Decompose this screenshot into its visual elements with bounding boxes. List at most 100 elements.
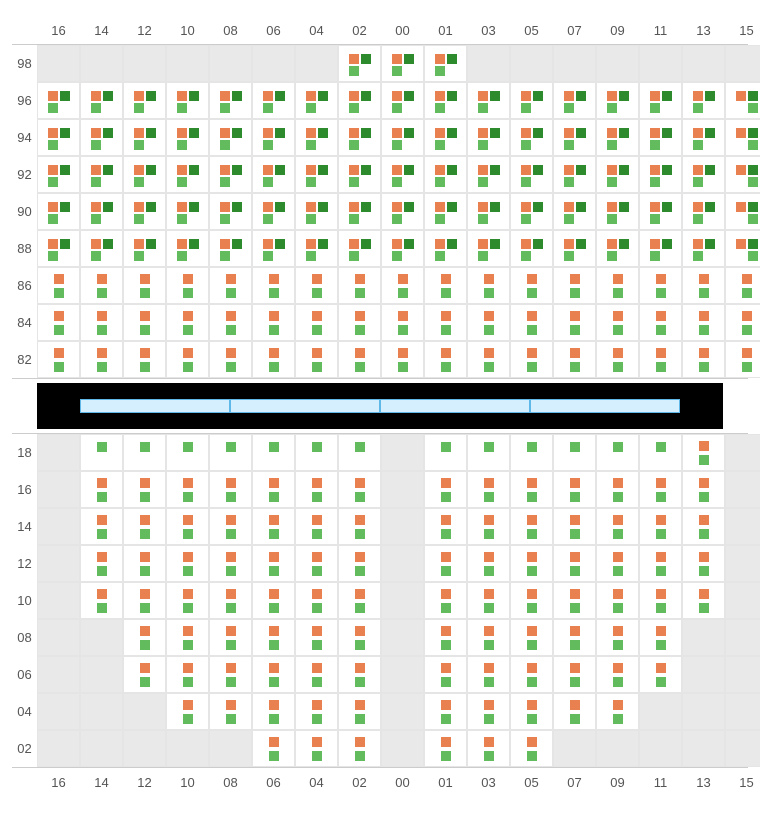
- seat-cell[interactable]: [252, 156, 295, 193]
- seat-cell[interactable]: [510, 304, 553, 341]
- seat-cell[interactable]: [252, 693, 295, 730]
- seat-cell[interactable]: [596, 545, 639, 582]
- seat-cell[interactable]: [682, 341, 725, 378]
- seat-cell[interactable]: [553, 434, 596, 471]
- seat-cell[interactable]: [80, 434, 123, 471]
- seat-cell[interactable]: [252, 230, 295, 267]
- seat-cell[interactable]: [166, 545, 209, 582]
- seat-cell[interactable]: [338, 582, 381, 619]
- seat-cell[interactable]: [252, 471, 295, 508]
- seat-cell[interactable]: [123, 82, 166, 119]
- seat-cell[interactable]: [80, 156, 123, 193]
- seat-cell[interactable]: [510, 582, 553, 619]
- seat-cell[interactable]: [166, 656, 209, 693]
- seat-cell[interactable]: [682, 267, 725, 304]
- seat-cell[interactable]: [295, 119, 338, 156]
- seat-cell[interactable]: [381, 230, 424, 267]
- seat-cell[interactable]: [166, 82, 209, 119]
- seat-cell[interactable]: [80, 582, 123, 619]
- seat-cell[interactable]: [338, 471, 381, 508]
- seat-cell[interactable]: [639, 193, 682, 230]
- seat-cell[interactable]: [596, 341, 639, 378]
- seat-cell[interactable]: [252, 508, 295, 545]
- seat-cell[interactable]: [467, 619, 510, 656]
- seat-cell[interactable]: [166, 471, 209, 508]
- seat-cell[interactable]: [596, 434, 639, 471]
- seat-cell[interactable]: [639, 656, 682, 693]
- seat-cell[interactable]: [553, 545, 596, 582]
- seat-cell[interactable]: [295, 508, 338, 545]
- seat-cell[interactable]: [467, 693, 510, 730]
- seat-cell[interactable]: [725, 230, 760, 267]
- seat-cell[interactable]: [467, 82, 510, 119]
- seat-cell[interactable]: [510, 82, 553, 119]
- seat-cell[interactable]: [381, 304, 424, 341]
- seat-cell[interactable]: [209, 156, 252, 193]
- seat-cell[interactable]: [252, 434, 295, 471]
- seat-cell[interactable]: [381, 82, 424, 119]
- seat-cell[interactable]: [252, 582, 295, 619]
- seat-cell[interactable]: [424, 230, 467, 267]
- seat-cell[interactable]: [80, 341, 123, 378]
- seat-cell[interactable]: [209, 693, 252, 730]
- seat-cell[interactable]: [80, 230, 123, 267]
- seat-cell[interactable]: [424, 341, 467, 378]
- seat-cell[interactable]: [37, 267, 80, 304]
- seat-cell[interactable]: [639, 304, 682, 341]
- seat-cell[interactable]: [424, 82, 467, 119]
- seat-cell[interactable]: [596, 582, 639, 619]
- seat-cell[interactable]: [510, 193, 553, 230]
- seat-cell[interactable]: [338, 230, 381, 267]
- seat-cell[interactable]: [510, 508, 553, 545]
- seat-cell[interactable]: [338, 119, 381, 156]
- seat-cell[interactable]: [381, 193, 424, 230]
- seat-cell[interactable]: [467, 230, 510, 267]
- seat-cell[interactable]: [467, 434, 510, 471]
- seat-cell[interactable]: [510, 156, 553, 193]
- seat-cell[interactable]: [381, 156, 424, 193]
- seat-cell[interactable]: [209, 508, 252, 545]
- seat-cell[interactable]: [596, 304, 639, 341]
- seat-cell[interactable]: [252, 545, 295, 582]
- seat-cell[interactable]: [123, 156, 166, 193]
- seat-cell[interactable]: [123, 545, 166, 582]
- seat-cell[interactable]: [510, 434, 553, 471]
- seat-cell[interactable]: [338, 82, 381, 119]
- seat-cell[interactable]: [295, 82, 338, 119]
- seat-cell[interactable]: [338, 267, 381, 304]
- seat-cell[interactable]: [209, 304, 252, 341]
- seat-cell[interactable]: [725, 193, 760, 230]
- seat-cell[interactable]: [166, 341, 209, 378]
- seat-cell[interactable]: [338, 730, 381, 767]
- seat-cell[interactable]: [424, 545, 467, 582]
- seat-cell[interactable]: [424, 656, 467, 693]
- seat-cell[interactable]: [166, 119, 209, 156]
- seat-cell[interactable]: [381, 341, 424, 378]
- seat-cell[interactable]: [209, 119, 252, 156]
- seat-cell[interactable]: [209, 545, 252, 582]
- seat-cell[interactable]: [596, 693, 639, 730]
- seat-cell[interactable]: [295, 267, 338, 304]
- seat-cell[interactable]: [553, 656, 596, 693]
- seat-cell[interactable]: [123, 304, 166, 341]
- seat-cell[interactable]: [209, 230, 252, 267]
- seat-cell[interactable]: [467, 193, 510, 230]
- seat-cell[interactable]: [682, 582, 725, 619]
- seat-cell[interactable]: [295, 471, 338, 508]
- seat-cell[interactable]: [467, 730, 510, 767]
- seat-cell[interactable]: [596, 508, 639, 545]
- seat-cell[interactable]: [381, 267, 424, 304]
- seat-cell[interactable]: [123, 471, 166, 508]
- seat-cell[interactable]: [166, 193, 209, 230]
- seat-cell[interactable]: [295, 156, 338, 193]
- seat-cell[interactable]: [123, 508, 166, 545]
- seat-cell[interactable]: [295, 656, 338, 693]
- seat-cell[interactable]: [639, 582, 682, 619]
- seat-cell[interactable]: [639, 119, 682, 156]
- seat-cell[interactable]: [123, 434, 166, 471]
- seat-cell[interactable]: [424, 304, 467, 341]
- seat-cell[interactable]: [338, 656, 381, 693]
- seat-cell[interactable]: [338, 193, 381, 230]
- seat-cell[interactable]: [424, 267, 467, 304]
- seat-cell[interactable]: [295, 434, 338, 471]
